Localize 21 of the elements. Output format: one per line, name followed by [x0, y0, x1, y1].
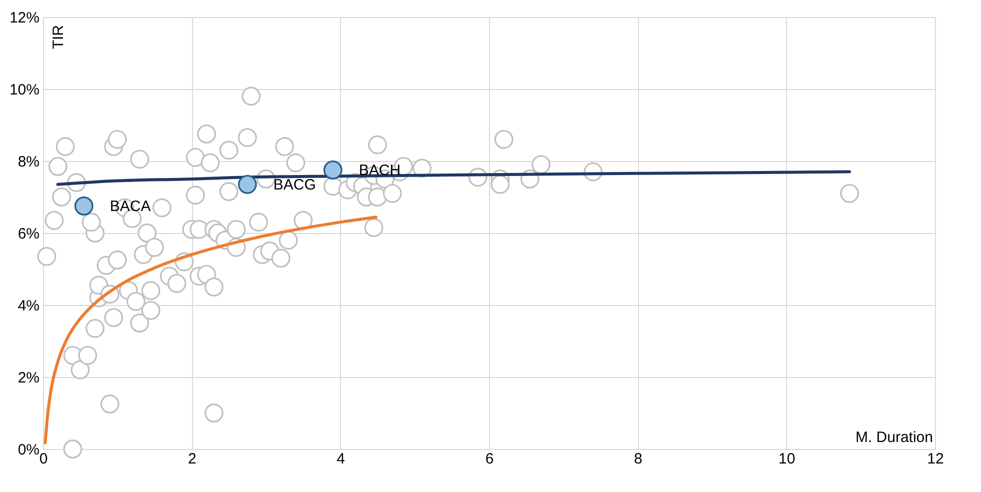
x-axis-title: M. Duration	[855, 429, 933, 446]
y-tick-label: 4%	[18, 298, 40, 314]
y-tick-label: 0%	[18, 442, 40, 458]
x-tick-label: 6	[485, 450, 494, 468]
x-tick-label: 4	[336, 450, 346, 468]
x-tick-label: 12	[927, 450, 944, 468]
point	[74, 196, 94, 216]
annotation: BACA	[110, 198, 151, 215]
x-tick-label: 10	[778, 450, 796, 468]
point	[323, 160, 342, 180]
x-tick-label: 2	[188, 450, 196, 468]
x-tick-label: 8	[634, 450, 642, 468]
y-tick-label: 6%	[18, 226, 40, 242]
y-axis-title: TIR	[50, 24, 67, 50]
point	[238, 174, 257, 194]
y-tick-label: 8%	[18, 154, 40, 170]
annotation: BACG	[273, 176, 316, 194]
y-tick-label: 12%	[9, 10, 40, 26]
y-tick-label: 2%	[18, 370, 40, 386]
y-tick-label: 10%	[9, 82, 40, 98]
x-tick-label: 0	[39, 450, 48, 468]
